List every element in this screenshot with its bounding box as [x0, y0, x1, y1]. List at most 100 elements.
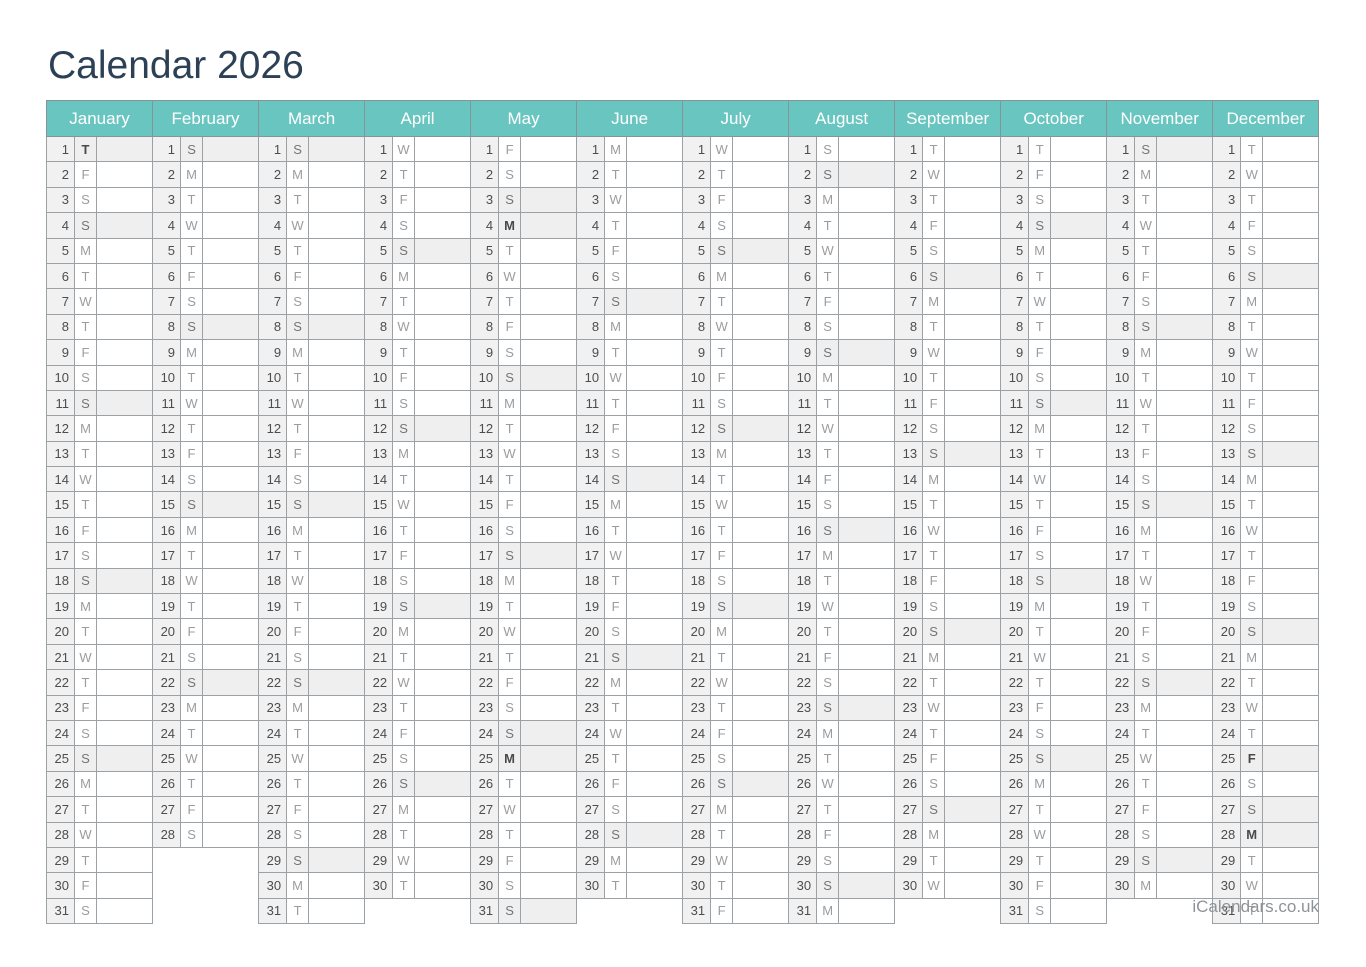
day-notes-cell	[95, 440, 154, 468]
day-notes-cell	[838, 466, 896, 493]
day-number-cell: 17	[46, 542, 75, 569]
day-notes-cell	[1262, 415, 1320, 442]
day-notes-cell	[414, 796, 472, 823]
day-notes-cell	[202, 770, 260, 798]
day-number-cell: 16	[1106, 516, 1136, 544]
day-notes-cell	[95, 821, 154, 848]
day-notes-cell	[626, 466, 684, 493]
day-notes-cell	[95, 491, 154, 518]
day-number-cell: 15	[258, 491, 288, 518]
day-notes-cell	[308, 491, 366, 518]
day-number-cell: 3	[470, 186, 500, 214]
day-notes-cell	[1050, 415, 1108, 442]
day-number-cell: 29	[576, 846, 606, 874]
empty-cell	[202, 847, 259, 873]
day-notes-cell	[95, 262, 154, 290]
day-letter-cell: F	[286, 262, 310, 290]
day-notes-cell	[838, 491, 896, 518]
day-letter-cell: T	[922, 846, 946, 874]
day-number-cell: 3	[46, 186, 75, 214]
day-notes-cell	[838, 567, 896, 595]
day-letter-cell: S	[392, 745, 416, 772]
day-letter-cell: T	[1134, 186, 1158, 214]
day-letter-cell: T	[180, 237, 204, 264]
day-number-cell: 22	[364, 669, 394, 696]
day-number-cell: 16	[576, 516, 606, 544]
day-number-cell: 14	[788, 466, 818, 493]
day-number-cell: 17	[470, 542, 500, 569]
day-number-cell: 20	[470, 618, 500, 645]
day-number-cell: 1	[894, 135, 924, 163]
day-letter-cell: T	[1240, 542, 1264, 569]
day-number-cell: 24	[894, 719, 924, 747]
day-letter-cell: W	[180, 212, 204, 239]
day-notes-cell	[1262, 593, 1320, 620]
day-number-cell: 6	[1106, 262, 1136, 290]
day-letter-cell: M	[498, 567, 522, 595]
day-notes-cell	[520, 694, 578, 721]
day-number-cell: 28	[1212, 821, 1242, 848]
day-letter-cell: T	[1134, 542, 1158, 569]
empty-cell	[202, 898, 259, 924]
day-number-cell: 31	[258, 897, 288, 925]
day-notes-cell	[1050, 339, 1108, 366]
day-notes-cell	[95, 643, 154, 671]
day-letter-cell: S	[1240, 796, 1264, 823]
day-letter-cell: F	[604, 237, 628, 264]
day-notes-cell	[944, 821, 1002, 848]
day-number-cell: 7	[258, 288, 288, 315]
empty-cell	[922, 898, 945, 924]
day-notes-cell	[95, 288, 154, 315]
day-letter-cell: T	[1134, 415, 1158, 442]
day-notes-cell	[95, 186, 154, 214]
day-notes-cell	[626, 567, 684, 595]
day-number-cell: 3	[682, 186, 712, 214]
day-notes-cell	[626, 237, 684, 264]
day-notes-cell	[944, 719, 1002, 747]
footer-site-link[interactable]: iCalendars.co.uk	[1192, 897, 1319, 916]
day-number-cell: 3	[1000, 186, 1030, 214]
day-letter-cell: F	[392, 542, 416, 569]
day-row-21: 21 W 21 S 21 S 21 T 21 T 21 S 21 T 21 F 21 M 21 W 21 S 21 M	[46, 643, 1320, 671]
day-notes-cell	[1156, 440, 1214, 468]
day-number-cell: 29	[788, 846, 818, 874]
day-letter-cell: T	[498, 466, 522, 493]
day-number-cell: 19	[364, 593, 394, 620]
day-number-cell: 19	[1000, 593, 1030, 620]
day-notes-cell	[520, 161, 578, 188]
day-notes-cell	[414, 491, 472, 518]
day-notes-cell	[202, 440, 260, 468]
day-letter-cell: T	[1028, 491, 1052, 518]
day-number-cell: 14	[152, 466, 182, 493]
day-number-cell: 31	[46, 897, 75, 925]
day-letter-cell: T	[604, 872, 628, 899]
day-letter-cell: T	[922, 542, 946, 569]
day-notes-cell	[1050, 212, 1108, 239]
month-header-september: September	[894, 100, 1002, 137]
day-notes-cell	[626, 821, 684, 848]
day-number-cell: 12	[470, 415, 500, 442]
month-header-july: July	[682, 100, 790, 137]
day-notes-cell	[1156, 821, 1214, 848]
day-letter-cell: S	[922, 618, 946, 645]
day-number-cell: 14	[576, 466, 606, 493]
day-number-cell: 5	[364, 237, 394, 264]
day-notes-cell	[732, 719, 790, 747]
day-notes-cell	[95, 542, 154, 569]
day-number-cell: 17	[258, 542, 288, 569]
day-number-cell: 20	[682, 618, 712, 645]
day-notes-cell	[944, 262, 1002, 290]
day-number-cell: 15	[1212, 491, 1242, 518]
day-letter-cell: M	[180, 694, 204, 721]
month-header-row: January February March April May June July Augu…	[45, 100, 1320, 137]
day-number-cell: 4	[470, 212, 500, 239]
day-number-cell: 23	[576, 694, 606, 721]
day-number-cell: 7	[46, 288, 75, 315]
day-notes-cell	[1156, 212, 1214, 239]
day-notes-cell	[414, 440, 472, 468]
day-number-cell: 8	[470, 313, 500, 341]
day-letter-cell: T	[180, 770, 204, 798]
day-letter-cell: S	[1028, 542, 1052, 569]
day-notes-cell	[520, 872, 578, 899]
